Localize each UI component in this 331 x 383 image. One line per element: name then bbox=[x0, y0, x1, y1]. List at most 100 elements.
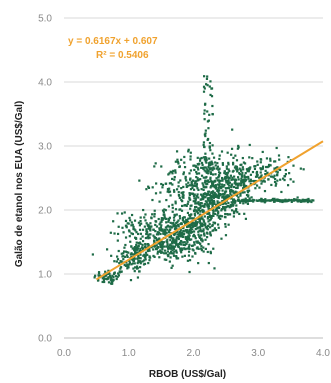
data-point bbox=[217, 194, 220, 197]
data-point bbox=[206, 217, 209, 220]
data-point bbox=[245, 199, 248, 202]
data-point bbox=[303, 200, 306, 203]
data-point bbox=[122, 231, 125, 234]
data-point bbox=[248, 199, 251, 202]
data-point bbox=[119, 260, 122, 263]
data-point bbox=[161, 246, 164, 249]
data-point bbox=[134, 250, 137, 253]
data-point bbox=[117, 274, 121, 277]
data-point bbox=[135, 243, 138, 247]
data-point bbox=[152, 248, 155, 251]
data-point bbox=[226, 176, 229, 179]
data-point bbox=[219, 186, 223, 190]
data-point bbox=[225, 181, 228, 184]
data-point bbox=[195, 172, 198, 175]
data-point bbox=[147, 235, 150, 239]
data-point bbox=[214, 228, 218, 232]
data-point bbox=[168, 190, 171, 194]
data-point bbox=[201, 222, 204, 225]
data-point bbox=[270, 175, 274, 178]
data-point bbox=[202, 250, 205, 253]
data-point bbox=[228, 213, 232, 216]
data-point bbox=[224, 179, 228, 182]
data-point bbox=[209, 149, 212, 152]
data-point bbox=[197, 262, 200, 265]
data-point bbox=[170, 226, 173, 229]
data-point bbox=[229, 192, 232, 196]
data-point bbox=[164, 252, 168, 255]
data-point bbox=[192, 188, 196, 191]
data-point bbox=[144, 219, 147, 222]
data-point bbox=[202, 141, 206, 144]
data-point bbox=[265, 165, 268, 169]
data-point bbox=[135, 248, 139, 251]
data-point bbox=[261, 180, 264, 183]
data-point bbox=[181, 193, 184, 196]
data-point bbox=[177, 225, 180, 228]
data-point bbox=[187, 148, 190, 151]
data-point bbox=[202, 176, 205, 179]
data-point bbox=[105, 248, 109, 251]
data-point bbox=[169, 221, 172, 224]
data-point bbox=[187, 237, 190, 240]
data-point bbox=[206, 182, 209, 186]
data-point bbox=[180, 158, 183, 161]
data-point bbox=[185, 204, 188, 208]
data-point bbox=[153, 245, 156, 248]
data-point bbox=[213, 227, 216, 230]
data-point bbox=[108, 272, 111, 275]
data-point bbox=[234, 183, 238, 186]
data-point bbox=[164, 182, 168, 185]
data-point bbox=[182, 171, 186, 174]
data-point bbox=[175, 222, 178, 225]
data-point bbox=[141, 260, 144, 263]
data-point bbox=[202, 85, 206, 88]
data-point bbox=[223, 215, 227, 219]
data-point bbox=[130, 252, 133, 255]
data-point bbox=[273, 180, 277, 184]
data-point bbox=[166, 228, 169, 231]
data-point bbox=[228, 176, 231, 179]
data-point bbox=[130, 224, 133, 227]
data-point bbox=[208, 145, 211, 148]
data-point bbox=[218, 206, 221, 209]
data-point bbox=[147, 244, 150, 248]
data-point bbox=[166, 238, 169, 241]
data-point bbox=[217, 216, 220, 219]
data-point bbox=[145, 228, 148, 231]
data-point bbox=[137, 247, 140, 250]
data-point bbox=[176, 160, 180, 163]
data-point bbox=[128, 235, 131, 238]
data-point bbox=[223, 206, 227, 209]
data-point bbox=[234, 209, 238, 212]
data-point bbox=[242, 183, 245, 187]
data-point bbox=[172, 241, 175, 244]
data-point bbox=[158, 227, 161, 230]
data-point bbox=[146, 223, 149, 226]
data-point bbox=[188, 192, 191, 195]
data-point bbox=[202, 228, 205, 231]
data-point bbox=[168, 252, 171, 255]
data-point bbox=[176, 257, 180, 260]
data-point bbox=[134, 252, 137, 255]
data-point bbox=[186, 225, 189, 229]
data-point bbox=[227, 163, 230, 166]
data-point bbox=[212, 212, 215, 215]
data-point bbox=[150, 246, 153, 249]
data-point bbox=[192, 209, 196, 213]
data-point bbox=[225, 167, 229, 170]
data-point bbox=[171, 183, 174, 186]
data-point bbox=[284, 173, 287, 176]
data-point bbox=[154, 192, 158, 195]
data-point bbox=[218, 157, 221, 161]
data-point bbox=[142, 254, 145, 257]
data-point bbox=[164, 249, 167, 252]
data-point bbox=[167, 220, 170, 223]
data-point bbox=[188, 214, 191, 217]
data-point bbox=[193, 193, 196, 196]
data-point bbox=[198, 235, 201, 238]
data-point bbox=[235, 159, 239, 162]
data-point bbox=[187, 200, 190, 203]
data-point bbox=[138, 228, 142, 231]
data-point bbox=[243, 175, 246, 179]
